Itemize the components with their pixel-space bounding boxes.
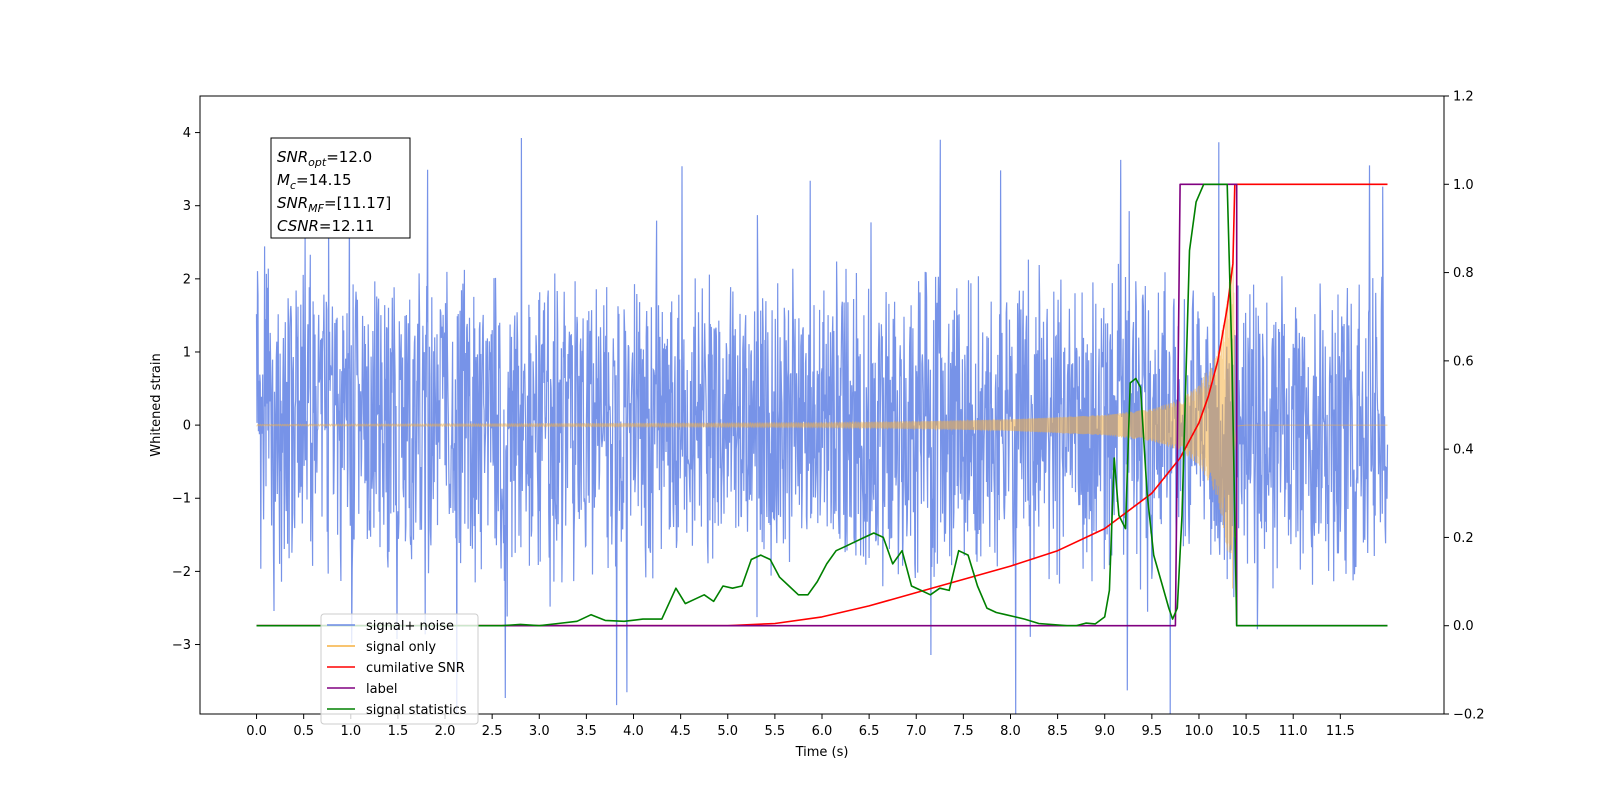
x-tick-label: 11.0 bbox=[1279, 724, 1308, 739]
x-axis: 0.0 0.5 1.0 1.5 2.0 2.5 3.0 3.5 4.0 4.5 5.0 5.5 6.0 6… bbox=[246, 714, 1355, 739]
x-tick-label: 7.0 bbox=[906, 724, 927, 739]
series-line bbox=[256, 183, 1388, 627]
y-left-tick-label: 1 bbox=[183, 345, 191, 360]
annotation-frame bbox=[270, 137, 411, 239]
legend: signal+ noise signal only cumilative SNR la… bbox=[320, 613, 479, 725]
y-left-tick-label: 0 bbox=[183, 419, 191, 434]
x-tick-label: 11.5 bbox=[1326, 724, 1355, 739]
y-axis-left: −3 −2 −1 0 1 2 3 4 bbox=[172, 126, 200, 653]
series-signal-only bbox=[256, 258, 1388, 589]
legend-label: signal statistics bbox=[366, 703, 467, 718]
x-tick-label: 8.0 bbox=[1000, 724, 1021, 739]
series-cumilative-snr bbox=[256, 183, 1388, 627]
x-tick-label: 1.5 bbox=[388, 724, 409, 739]
series-layer bbox=[255, 137, 1389, 714]
y-right-tick-label: 1.0 bbox=[1453, 178, 1474, 193]
annotation-line: SNRMF=[11.17] bbox=[277, 194, 391, 215]
annotation-line: Mc=14.15 bbox=[277, 171, 352, 192]
x-tick-label: 0.5 bbox=[293, 724, 314, 739]
x-tick-label: 7.5 bbox=[953, 724, 974, 739]
y-right-tick-label: 0.4 bbox=[1453, 443, 1474, 458]
y-left-tick-label: −2 bbox=[172, 565, 191, 580]
series-signal-statistics bbox=[256, 183, 1388, 627]
x-tick-label: 2.5 bbox=[482, 724, 503, 739]
x-tick-label: 9.5 bbox=[1142, 724, 1163, 739]
y-left-tick-label: −1 bbox=[172, 492, 191, 507]
y-left-tick-label: 4 bbox=[183, 126, 191, 141]
y-right-tick-label: 0.6 bbox=[1453, 354, 1474, 369]
y-right-tick-label: −0.2 bbox=[1453, 708, 1485, 723]
x-tick-label: 6.5 bbox=[859, 724, 880, 739]
y-right-tick-label: 1.2 bbox=[1453, 90, 1474, 105]
x-axis-label: Time (s) bbox=[795, 745, 849, 760]
legend-label: signal only bbox=[366, 640, 436, 655]
y-right-tick-label: 0.0 bbox=[1453, 619, 1474, 634]
x-tick-label: 6.0 bbox=[812, 724, 833, 739]
y-right-tick-label: 0.8 bbox=[1453, 266, 1474, 281]
legend-label: cumilative SNR bbox=[366, 661, 465, 676]
x-tick-label: 5.0 bbox=[717, 724, 738, 739]
y-right-tick-label: 0.2 bbox=[1453, 531, 1474, 546]
x-tick-label: 4.5 bbox=[670, 724, 691, 739]
legend-label: signal+ noise bbox=[366, 619, 454, 634]
series-line bbox=[256, 183, 1388, 627]
x-tick-label: 1.0 bbox=[340, 724, 361, 739]
x-tick-label: 8.5 bbox=[1047, 724, 1068, 739]
x-tick-label: 3.0 bbox=[529, 724, 550, 739]
x-tick-label: 3.5 bbox=[576, 724, 597, 739]
legend-label: label bbox=[366, 682, 397, 697]
x-tick-label: 0.0 bbox=[246, 724, 267, 739]
x-tick-label: 5.5 bbox=[765, 724, 786, 739]
annotation-line: CSNR=12.11 bbox=[277, 217, 374, 235]
x-tick-label: 4.0 bbox=[623, 724, 644, 739]
x-tick-label: 10.0 bbox=[1184, 724, 1213, 739]
x-tick-label: 10.5 bbox=[1232, 724, 1261, 739]
y-left-tick-label: 3 bbox=[183, 199, 191, 214]
x-tick-label: 9.0 bbox=[1094, 724, 1115, 739]
x-tick-label: 2.0 bbox=[435, 724, 456, 739]
y-axis-right: −0.2 0.0 0.2 0.4 0.6 0.8 1.0 1.2 bbox=[1444, 90, 1485, 723]
legend-frame bbox=[320, 613, 479, 725]
series-signal-noise bbox=[255, 137, 1389, 714]
series-line bbox=[255, 137, 1389, 714]
y-axis-label: Whitened strain bbox=[149, 353, 164, 456]
series-line bbox=[256, 258, 1388, 589]
y-left-tick-label: 2 bbox=[183, 272, 191, 287]
y-left-tick-label: −3 bbox=[172, 638, 191, 653]
annotation-line: SNRopt=12.0 bbox=[277, 148, 372, 169]
